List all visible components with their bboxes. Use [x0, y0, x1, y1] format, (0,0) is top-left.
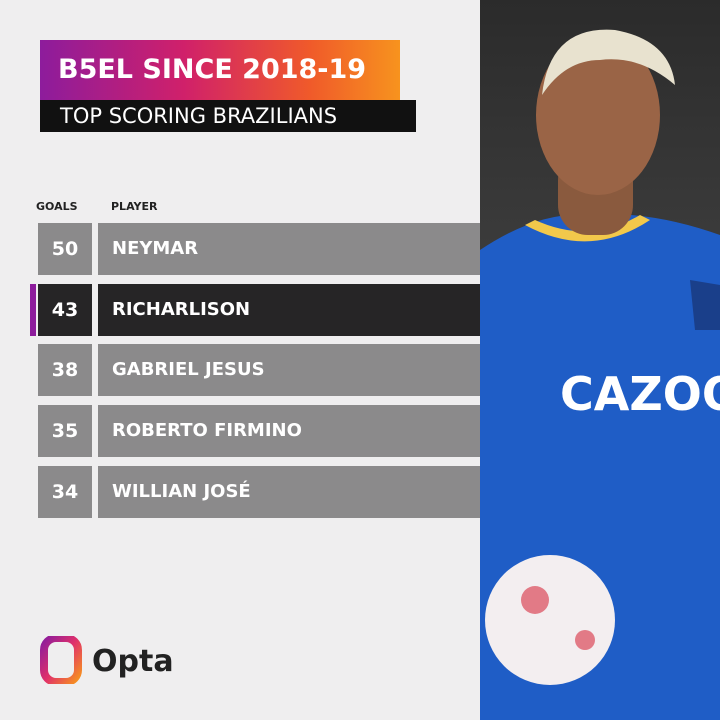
- goals-cell: 38: [38, 344, 92, 396]
- svg-text:CAZOO: CAZOO: [560, 367, 720, 421]
- player-cell: GABRIEL JESUS: [98, 344, 480, 396]
- logo-icon: [40, 636, 82, 684]
- player-cell: RICHARLISON: [98, 284, 480, 336]
- goals-cell: 50: [38, 223, 92, 275]
- player-cell: NEYMAR: [98, 223, 480, 275]
- column-header: PLAYER: [111, 200, 158, 213]
- goals-cell: 34: [38, 466, 92, 518]
- title: B5EL SINCE 2018-19: [40, 40, 400, 100]
- goals-cell: 43: [38, 284, 92, 336]
- column-header: GOALS: [36, 200, 78, 213]
- highlight-accent: [30, 284, 36, 336]
- player-cell: ROBERTO FIRMINO: [98, 405, 480, 457]
- subtitle: TOP SCORING BRAZILIANS: [40, 100, 416, 132]
- player-photo: CAZOO: [480, 0, 720, 720]
- logo-text: Opta: [92, 644, 174, 679]
- player-cell: WILLIAN JOSÉ: [98, 466, 480, 518]
- goals-cell: 35: [38, 405, 92, 457]
